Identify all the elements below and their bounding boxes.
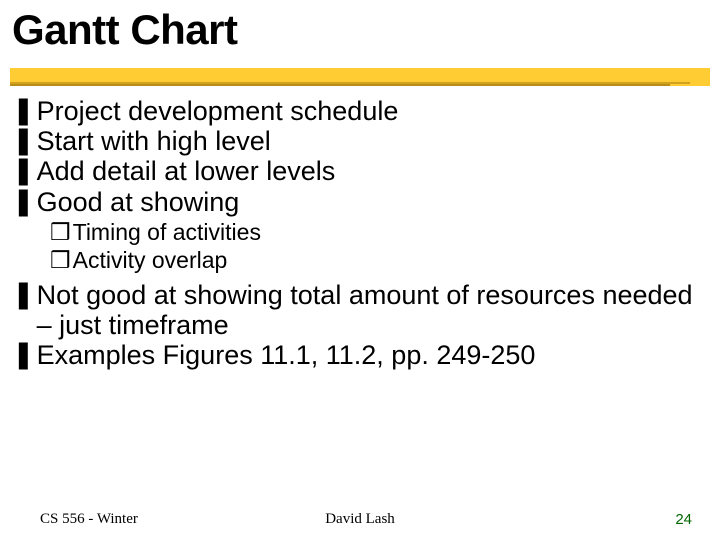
- bullet-glyph-l1: ❚: [12, 280, 35, 310]
- bullet-text: Not good at showing total amount of reso…: [37, 280, 702, 340]
- slide: Gantt Chart ❚ Project development schedu…: [0, 0, 720, 540]
- bullet-glyph-l2: ❒: [50, 247, 71, 273]
- bullet-text: Good at showing: [37, 187, 240, 217]
- bullet-l2: ❒ Timing of activities: [50, 219, 702, 245]
- bullet-glyph-l1: ❚: [12, 187, 35, 217]
- bullet-glyph-l1: ❚: [12, 126, 35, 156]
- bullet-l1: ❚ Project development schedule: [12, 96, 702, 126]
- bullet-glyph-l1: ❚: [12, 96, 35, 126]
- title-block: Gantt Chart: [12, 6, 238, 54]
- bullet-glyph-l1: ❚: [12, 156, 35, 186]
- footer-left: CS 556 - Winter: [40, 511, 138, 528]
- bullet-text: Timing of activities: [73, 219, 261, 245]
- bullet-glyph-l1: ❚: [12, 340, 35, 370]
- bullet-text: Activity overlap: [73, 247, 228, 273]
- slide-title: Gantt Chart: [12, 6, 238, 54]
- bullet-l1: ❚ Add detail at lower levels: [12, 156, 702, 186]
- bullet-text: Add detail at lower levels: [37, 156, 336, 186]
- footer-center: David Lash: [325, 511, 395, 528]
- bullet-l1: ❚ Examples Figures 11.1, 11.2, pp. 249-2…: [12, 340, 702, 370]
- bullet-l1: ❚ Not good at showing total amount of re…: [12, 280, 702, 340]
- title-underline-shadow-2: [10, 84, 670, 86]
- bullet-l1: ❚ Start with high level: [12, 126, 702, 156]
- body-content: ❚ Project development schedule ❚ Start w…: [12, 96, 702, 371]
- bullet-l1: ❚ Good at showing: [12, 187, 702, 217]
- bullet-text: Project development schedule: [37, 96, 399, 126]
- bullet-glyph-l2: ❒: [50, 219, 71, 245]
- footer-page-number: 24: [675, 511, 692, 528]
- bullet-text: Start with high level: [37, 126, 271, 156]
- footer: CS 556 - Winter David Lash 24: [0, 511, 720, 528]
- bullet-text: Examples Figures 11.1, 11.2, pp. 249-250: [37, 340, 536, 370]
- bullet-l2: ❒ Activity overlap: [50, 247, 702, 273]
